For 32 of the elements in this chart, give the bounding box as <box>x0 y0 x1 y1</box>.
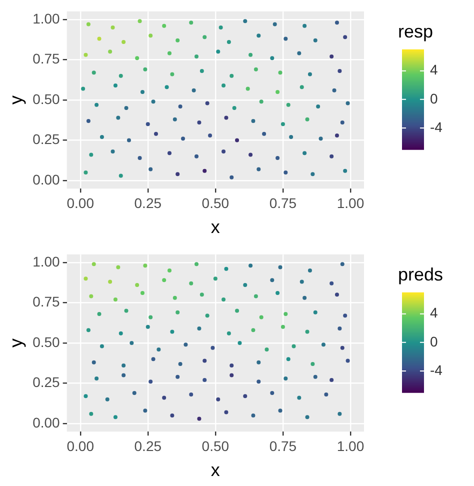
color-bar-label: 0 <box>430 333 438 350</box>
y-tick-label: 0.25 <box>32 131 60 148</box>
x-tick-label: 1.00 <box>336 194 364 211</box>
y-axis-title: y <box>6 338 26 348</box>
color-bar-label: 4 <box>430 304 438 321</box>
y-tick-label: 0.75 <box>32 50 60 67</box>
y-tick-label: 0.25 <box>32 374 60 390</box>
y-axis-title: y <box>6 96 26 104</box>
color-bar-label: 4 <box>430 62 438 78</box>
x-tick-label: 0.00 <box>66 194 94 211</box>
x-tick-label: 0.50 <box>202 438 230 454</box>
color-bar-label: -4 <box>430 118 443 135</box>
y-tick-label: 1.00 <box>32 10 60 26</box>
color-bar-label: 0 <box>430 90 438 106</box>
color-bar-title: preds <box>398 264 444 284</box>
x-tick-label: 0.25 <box>134 438 162 454</box>
x-tick-label: 0.75 <box>269 438 297 454</box>
y-tick-label: 0.50 <box>32 90 60 107</box>
x-tick-label: 0.50 <box>202 194 230 211</box>
y-tick-label: 0.50 <box>32 334 60 350</box>
x-tick-label: 1.00 <box>336 438 364 454</box>
color-bar-title: resp <box>398 21 434 42</box>
y-tick-label: 0.00 <box>32 171 60 188</box>
x-axis-title: x <box>210 217 220 238</box>
x-tick-label: 0.75 <box>269 194 297 211</box>
x-tick-label: 0.00 <box>66 438 94 454</box>
y-tick-label: 1.00 <box>32 253 60 270</box>
y-tick-label: 0.00 <box>32 414 60 430</box>
color-bar-label: -4 <box>430 362 443 378</box>
x-tick-label: 0.25 <box>134 194 162 211</box>
x-axis-title: x <box>210 460 220 480</box>
y-tick-label: 0.75 <box>32 294 60 310</box>
